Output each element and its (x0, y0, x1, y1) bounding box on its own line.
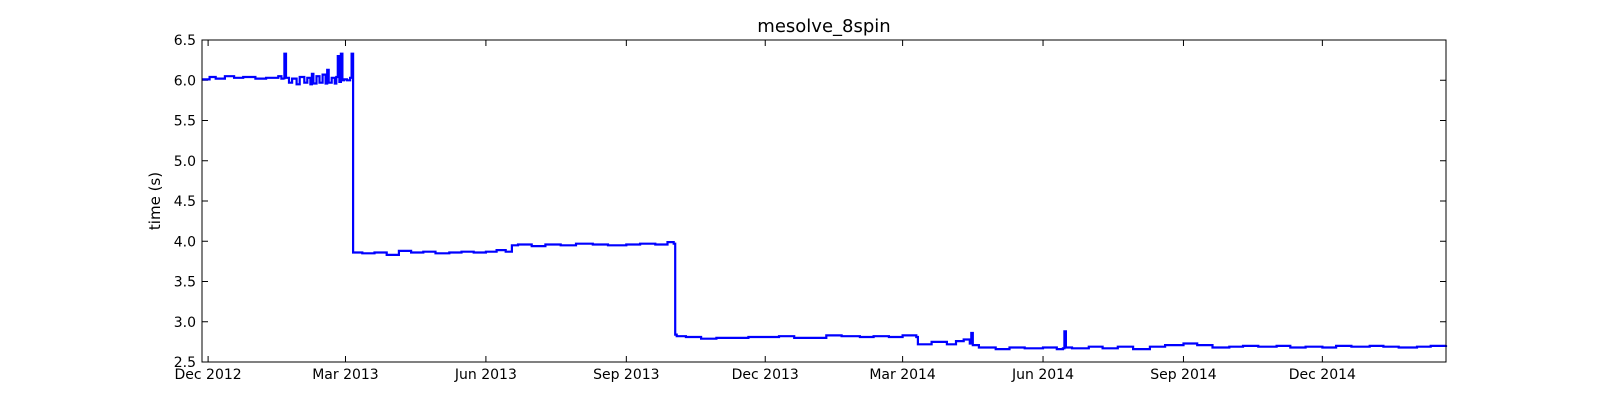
y-tick-label: 3.0 (174, 315, 196, 331)
y-tick-label: 4.5 (174, 194, 196, 210)
x-axis: Dec 2012 Mar 2013 Jun 2013 Sep 2013 Dec 2013… (175, 40, 1356, 383)
x-tick-label: Dec 2012 (175, 367, 242, 383)
y-tick-label: 2.5 (174, 355, 196, 371)
y-tick-label: 6.5 (174, 33, 196, 49)
y-tick-label: 6.0 (174, 73, 196, 89)
x-tick-label: Mar 2013 (312, 367, 379, 383)
chart-title: mesolve_8spin (757, 16, 890, 37)
y-axis: 2.5 3.0 3.5 4.0 4.5 5.0 5.5 6.0 6.5 (174, 33, 1446, 371)
x-tick-label: Jun 2013 (454, 367, 517, 383)
x-tick-label: Sep 2014 (1150, 367, 1217, 383)
y-tick-label: 5.5 (174, 114, 196, 130)
x-tick-label: Jun 2014 (1011, 367, 1074, 383)
plot-frame (201, 39, 1447, 363)
x-tick-label: Dec 2013 (732, 367, 799, 383)
x-tick-label: Dec 2014 (1289, 367, 1356, 383)
y-tick-label: 3.5 (174, 275, 196, 291)
y-tick-label: 4.0 (174, 234, 196, 250)
x-tick-label: Sep 2013 (593, 367, 659, 383)
x-tick-label: Mar 2014 (869, 367, 936, 383)
y-tick-label: 5.0 (174, 154, 196, 170)
y-axis-label: time (s) (146, 172, 164, 230)
series-layer (202, 52, 1448, 351)
series-line (202, 52, 1448, 351)
